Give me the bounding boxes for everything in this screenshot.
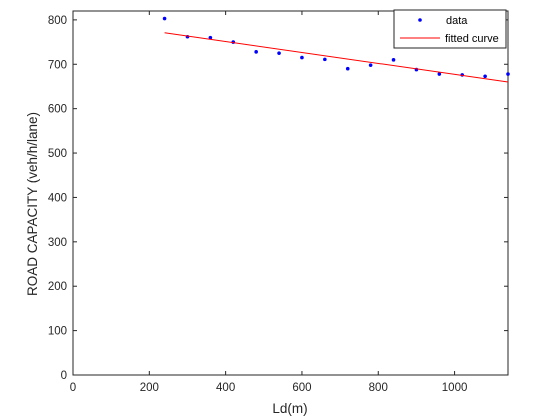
y-tick-label: 200	[48, 281, 67, 293]
fitted-curve-line	[164, 32, 509, 83]
legend-marker-swatch	[418, 18, 422, 22]
plot-box	[72, 10, 509, 376]
x-tick-label: 0	[70, 382, 76, 394]
legend-label: fitted curve	[445, 33, 499, 45]
data-point	[323, 57, 327, 62]
x-tick-label: 600	[292, 382, 311, 394]
data-point	[506, 72, 510, 76]
y-tick-label: 0	[61, 370, 67, 382]
x-tick-label: 800	[369, 382, 388, 394]
x-axis-title: Ld(m)	[272, 401, 307, 416]
y-tick-label: 500	[48, 148, 67, 160]
y-tick-label: 800	[48, 15, 67, 27]
data-point	[391, 58, 396, 62]
data-point	[162, 16, 167, 21]
data-point	[483, 74, 487, 79]
y-tick-label: 400	[48, 192, 67, 204]
y-tick-label: 600	[48, 104, 67, 116]
data-point	[345, 66, 350, 71]
y-tick-label: 700	[48, 59, 67, 71]
data-point	[208, 35, 213, 40]
legend-box	[393, 9, 507, 49]
y-tick-label: 100	[48, 326, 67, 338]
legend-label: data	[446, 15, 468, 27]
data-point	[254, 50, 258, 54]
data-point	[277, 51, 281, 55]
data-point	[300, 55, 304, 60]
legend: data fitted curve	[393, 9, 507, 49]
x-tick-label: 200	[140, 382, 159, 394]
data-point	[368, 63, 373, 67]
y-tick-label: 300	[48, 237, 67, 249]
data-point	[437, 72, 442, 76]
y-axis-title: ROAD CAPACITY (veh/h/lane)	[25, 112, 40, 296]
x-tick-label: 400	[216, 382, 235, 394]
x-tick-label: 1000	[442, 382, 468, 394]
